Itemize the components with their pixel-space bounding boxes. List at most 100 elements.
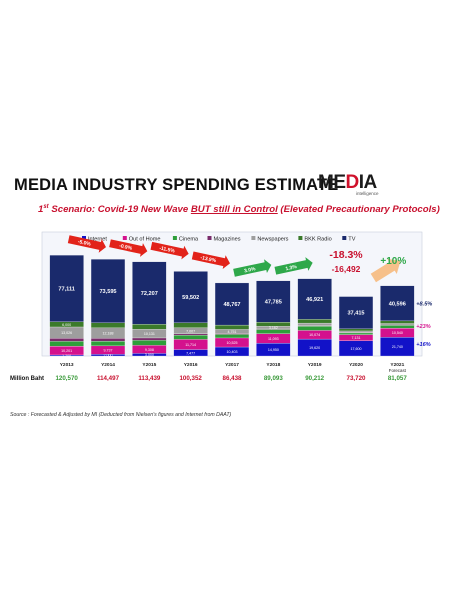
segment-label-1-5: 11,093 <box>268 337 279 341</box>
bar-newspapers-8 <box>380 323 415 326</box>
bar-tv-0 <box>49 255 84 322</box>
media-intelligence-logo: MEDIA intelligence <box>318 172 379 196</box>
bar-cinema-2 <box>132 340 167 346</box>
y2021-growth-arrow-shape <box>370 258 401 283</box>
x-tick-3: Y2016 <box>184 362 198 368</box>
y2020-change-pct: -18.3% <box>329 249 363 261</box>
segment-label-1-3: 11,714 <box>185 343 196 347</box>
segment-label-0-1: 2,000 <box>104 354 113 358</box>
x-tick-0: Y2013 <box>60 362 74 368</box>
segment-label-1-0: 10,201 <box>61 349 72 353</box>
right-label-2: +16% <box>416 342 430 348</box>
legend-label-5: BKK Radio <box>304 237 331 243</box>
bar-tv-4 <box>214 282 250 326</box>
bar-tv-1 <box>90 259 126 323</box>
bar-tv-5 <box>256 280 291 323</box>
bar-newspapers-7 <box>338 330 374 333</box>
segment-label-4-1: 12,188 <box>103 332 114 336</box>
y2020-change-abs: -16,492 <box>332 264 361 274</box>
bar-bkk-radio-3 <box>173 322 208 328</box>
growth-label-0: -5.0% <box>77 239 92 248</box>
logo-subtext: intelligence <box>356 191 379 196</box>
page-title: MEDIA INDUSTRY SPENDING ESTIMATE <box>14 176 339 194</box>
legend-label-3: Magazines <box>214 237 241 243</box>
subtitle-part-b: (Elevated Precautionary Protocols) <box>277 204 440 216</box>
bar-bkk-radio-7 <box>338 328 374 332</box>
growth-arrow-shape-3 <box>191 251 231 270</box>
bar-cinema-5 <box>256 329 291 334</box>
growth-arrow-0: -5.0% <box>67 235 106 253</box>
segment-label-1-6: 10,074 <box>309 333 320 337</box>
segment-label-1-2: 9,308 <box>145 348 154 352</box>
growth-arrow-shape-1 <box>109 239 148 257</box>
x-tick-4: Y2017 <box>225 362 239 368</box>
x-tick-1: Y2014 <box>101 362 115 368</box>
legend-label-0: Internet <box>88 237 107 243</box>
segment-label-4-5: 3,162 <box>269 326 278 330</box>
legend-label-6: TV <box>348 237 355 243</box>
subtitle-underlined: BUT still in Control <box>190 204 278 216</box>
segment-label-6-4: 48,767 <box>223 302 240 308</box>
bar-bkk-radio-8 <box>380 320 415 324</box>
segment-label-1-1: 9,737 <box>104 349 113 353</box>
legend-swatch-1 <box>122 236 127 240</box>
segment-label-0-7: 17,600 <box>351 347 362 351</box>
x-tick-7: Y2020 <box>349 362 363 368</box>
bar-magazines-1 <box>90 338 126 342</box>
legend-swatch-6 <box>342 236 347 240</box>
bar-tv-3 <box>173 271 208 323</box>
segment-label-0-8: 21,740 <box>392 345 403 349</box>
legend-label-4: Newspapers <box>257 237 288 243</box>
million-baht-label: Million Baht <box>10 376 44 382</box>
growth-label-4: 3.0% <box>244 266 257 274</box>
segment-label-0-3: 7,477 <box>186 351 195 355</box>
bar-cinema-0 <box>49 341 84 347</box>
segment-label-6-3: 59,502 <box>182 295 199 301</box>
growth-arrow-shape-5 <box>274 257 313 275</box>
bar-bkk-radio-4 <box>214 324 250 330</box>
segment-label-5-0: 6,000 <box>62 323 71 327</box>
segment-label-6-5: 47,785 <box>265 299 282 305</box>
growth-arrow-shape-4 <box>233 259 272 277</box>
growth-label-5: 1.3% <box>285 264 298 272</box>
x-tick-6: Y2019 <box>308 362 322 368</box>
growth-arrow-5: 1.3% <box>274 257 313 275</box>
bar-cinema-7 <box>338 332 374 335</box>
legend-swatch-2 <box>172 236 177 240</box>
bar-magazines-2 <box>132 337 167 341</box>
right-label-0: +8.5% <box>416 301 432 307</box>
total-value-0: 120,570 <box>55 375 78 382</box>
forecast-label: Forecast <box>389 368 407 373</box>
subtitle-part-a: Scenario: Covid-19 New Wave <box>48 204 191 216</box>
segment-label-4-2: 10,131 <box>144 332 155 336</box>
growth-arrow-1: -0.9% <box>109 239 148 257</box>
total-value-4: 86,438 <box>223 375 242 382</box>
segment-label-6-6: 46,921 <box>306 297 323 303</box>
legend-swatch-5 <box>298 236 303 240</box>
x-tick-2: Y2015 <box>142 362 156 368</box>
segment-label-4-0: 13,026 <box>61 331 72 335</box>
total-value-6: 90,212 <box>305 375 324 382</box>
segment-label-0-5: 14,950 <box>268 348 279 352</box>
segment-label-1-4: 10,525 <box>227 341 238 345</box>
growth-arrow-3: -13.9% <box>191 251 231 270</box>
total-value-7: 73,720 <box>347 375 366 382</box>
total-value-1: 114,497 <box>97 375 120 382</box>
bar-tv-6 <box>297 278 332 320</box>
bar-tv-7 <box>338 296 374 329</box>
total-value-2: 113,439 <box>138 375 161 382</box>
bar-cinema-4 <box>214 334 250 339</box>
growth-arrow-shape-0 <box>67 235 106 253</box>
bar-cinema-8 <box>380 325 415 329</box>
legend-label-1: Out of Home <box>129 237 161 243</box>
y2021-change-pct: +10% <box>380 256 406 267</box>
segment-label-4-3: 7,007 <box>186 329 195 333</box>
legend-label-2: Cinema <box>179 237 199 243</box>
bar-magazines-0 <box>49 338 84 342</box>
segment-label-1-8: 10,540 <box>392 331 403 335</box>
legend-swatch-4 <box>251 236 256 240</box>
segment-label-6-8: 40,596 <box>389 301 406 307</box>
segment-label-0-2: 3,000 <box>145 353 154 357</box>
bar-cinema-1 <box>90 341 126 347</box>
